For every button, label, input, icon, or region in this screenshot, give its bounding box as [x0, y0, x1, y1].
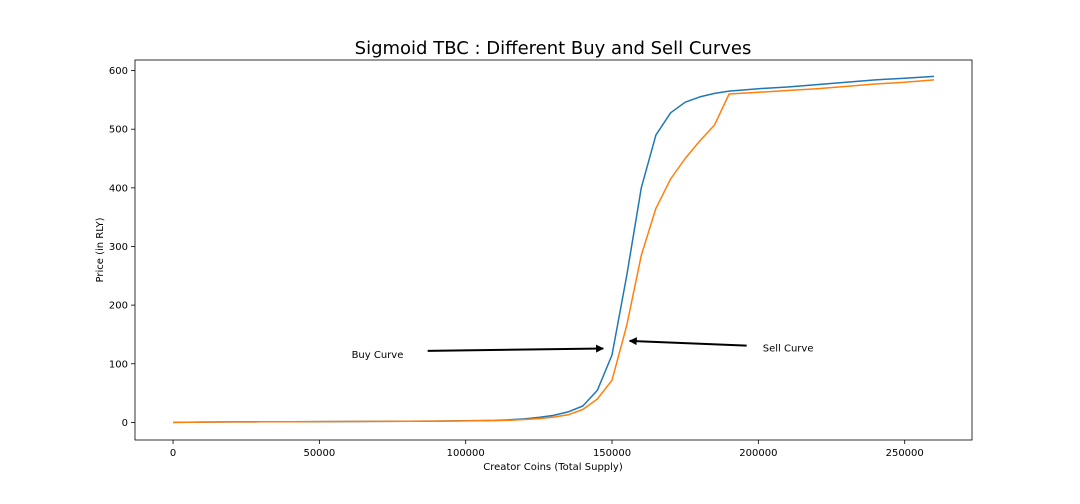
- x-tick-label: 100000: [447, 448, 485, 459]
- y-axis: 0 100 200 300 400 500 600: [109, 66, 135, 429]
- x-tick-label: 50000: [303, 448, 335, 459]
- plot-area: [172, 75, 935, 424]
- annotations: Buy Curve Sell Curve: [352, 337, 814, 361]
- chart-title: Sigmoid TBC : Different Buy and Sell Cur…: [355, 38, 752, 59]
- y-tick-label: 0: [122, 418, 128, 429]
- y-tick-label: 500: [109, 125, 128, 136]
- x-tick-label: 0: [170, 448, 176, 459]
- y-tick-label: 400: [109, 183, 128, 194]
- plot-frame: [134, 59, 973, 441]
- annotation-label: Buy Curve: [352, 350, 404, 361]
- y-axis-label: Price (in RLY): [95, 217, 106, 282]
- x-tick-label: 200000: [739, 448, 777, 459]
- y-tick-label: 100: [109, 359, 128, 370]
- series-line-0: [172, 75, 935, 424]
- series-line-1: [172, 79, 935, 424]
- x-tick-label: 150000: [593, 448, 631, 459]
- annotation-label: Sell Curve: [763, 343, 814, 354]
- y-tick-label: 200: [109, 301, 128, 312]
- x-axis-label: Creator Coins (Total Supply): [483, 462, 623, 473]
- y-tick-label: 300: [109, 242, 128, 253]
- x-tick-label: 250000: [886, 448, 924, 459]
- annotation-arrow: [628, 337, 747, 347]
- x-axis: 0 50000 100000 150000 200000 250000: [170, 440, 924, 459]
- y-tick-label: 600: [109, 66, 128, 77]
- annotation-arrow: [427, 344, 605, 353]
